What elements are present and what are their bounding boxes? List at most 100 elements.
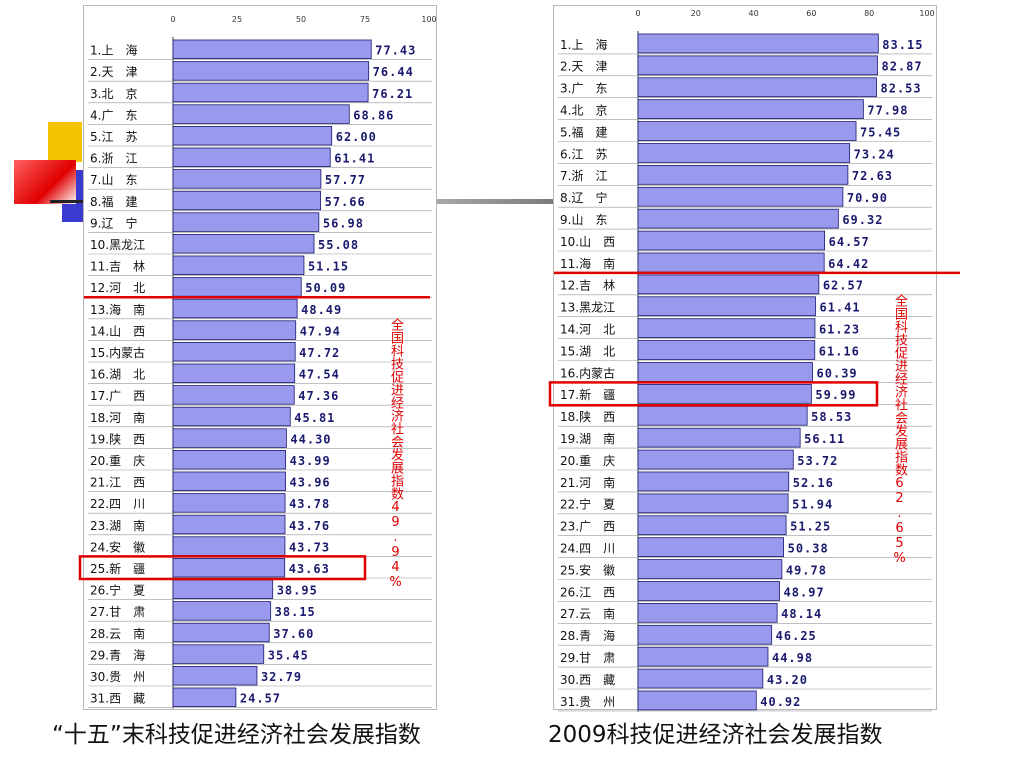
value-label: 50.38 [788, 541, 829, 555]
national-index-note-left: 全国科技促进经济社会发展指数49.94% [388, 318, 403, 590]
category-label: 3.广 东 [560, 82, 607, 96]
decor-gray-line [430, 199, 565, 204]
value-label: 59.99 [815, 388, 856, 402]
bar [637, 581, 780, 601]
value-label: 45.81 [294, 411, 335, 425]
x-tick-label: 60 [806, 9, 816, 18]
category-label: 16.内蒙古 [560, 365, 615, 380]
value-label: 76.44 [373, 65, 414, 79]
chart-svg-right: 0 20 40 60 80 100 1.上 海 83.15 2.天 津 82.87 3.广 东 82.… [548, 9, 960, 712]
bar [637, 471, 790, 492]
bar [172, 385, 295, 405]
category-label: 18.河 南 [90, 410, 145, 425]
value-label: 43.78 [289, 497, 330, 511]
value-label: 77.43 [375, 44, 416, 58]
bar [637, 537, 784, 558]
value-label: 61.41 [334, 152, 375, 166]
bar [637, 208, 839, 229]
value-label: 64.42 [828, 257, 869, 271]
bar [172, 212, 320, 232]
bar [637, 362, 813, 382]
bar [172, 536, 286, 556]
category-label: 2.天 津 [90, 65, 137, 79]
value-label: 76.21 [372, 87, 413, 101]
category-label: 24.安 徽 [90, 539, 145, 554]
caption-left: “十五”末科技促进经济社会发展指数 [52, 722, 421, 748]
value-label: 68.86 [353, 108, 394, 122]
bar [172, 61, 370, 81]
category-label: 15.内蒙古 [90, 345, 145, 360]
bar [172, 493, 286, 513]
value-label: 48.49 [301, 303, 342, 317]
category-label: 19.陕 西 [90, 431, 145, 446]
category-label: 14.河 北 [560, 322, 615, 336]
category-label: 8.辽 宁 [560, 190, 607, 205]
category-label: 22.四 川 [90, 497, 145, 511]
x-tick-label: 40 [749, 9, 759, 18]
bar [637, 515, 787, 536]
bar [637, 77, 877, 98]
category-label: 25.新 疆 [90, 561, 145, 576]
value-label: 38.15 [275, 605, 316, 619]
value-label: 43.63 [289, 562, 330, 576]
category-label: 28.云 南 [90, 626, 145, 641]
category-label: 17.新 疆 [560, 387, 615, 402]
category-label: 18.陕 西 [560, 409, 615, 424]
value-label: 24.57 [240, 692, 281, 706]
value-label: 58.53 [811, 410, 852, 424]
bar [637, 121, 857, 141]
bar [637, 449, 794, 470]
value-label: 60.39 [817, 366, 858, 380]
bar [172, 255, 305, 276]
category-label: 15.湖 北 [560, 343, 615, 358]
chart-svg-left: 0 25 50 75 100 1.上 海 77.43 2.天 津 76.44 3.北 京 76.21… [78, 15, 437, 709]
bar [172, 320, 297, 340]
category-label: 4.北 京 [560, 103, 607, 117]
bar [172, 579, 274, 600]
value-label: 48.14 [781, 607, 822, 621]
x-tick-label: 100 [421, 15, 436, 24]
category-label: 27.甘 肃 [90, 605, 145, 619]
category-label: 23.广 西 [560, 520, 615, 534]
category-label: 29.青 海 [90, 647, 145, 662]
category-label: 14.山 西 [90, 324, 145, 338]
decor-dark-line [50, 200, 86, 203]
value-label: 72.63 [852, 169, 893, 183]
value-label: 43.73 [289, 540, 330, 554]
value-label: 47.54 [299, 368, 340, 382]
category-label: 5.福 建 [560, 124, 607, 139]
category-label: 20.重 庆 [560, 454, 615, 468]
category-label: 6.江 苏 [560, 147, 607, 161]
category-label: 9.山 东 [560, 213, 607, 227]
decor-red-square [14, 160, 76, 204]
value-label: 40.92 [760, 695, 801, 709]
bar [172, 363, 296, 384]
category-label: 13.海 南 [90, 302, 145, 317]
category-label: 12.吉 林 [560, 279, 615, 293]
category-label: 27.云 南 [560, 606, 615, 621]
value-label: 53.72 [797, 454, 838, 468]
bar [172, 233, 315, 254]
value-label: 52.16 [793, 476, 834, 490]
category-label: 24.四 川 [560, 541, 615, 555]
bar [172, 298, 298, 319]
value-label: 75.45 [860, 125, 901, 139]
caption-right: 2009科技促进经济社会发展指数 [548, 722, 883, 748]
x-tick-label: 80 [864, 9, 874, 18]
bar [637, 646, 769, 667]
bar [637, 33, 879, 54]
value-label: 32.79 [261, 670, 302, 684]
category-label: 21.江 西 [90, 476, 145, 490]
category-label: 22.宁 夏 [560, 497, 615, 512]
category-label: 28.青 海 [560, 628, 615, 643]
category-label: 20.重 庆 [90, 454, 145, 468]
bar [637, 186, 844, 207]
national-index-note-right: 全国科技促进经济社会发展指数62.65% [892, 294, 907, 566]
value-label: 55.08 [318, 238, 359, 252]
category-label: 11.吉 林 [90, 260, 145, 274]
category-label: 21.河 南 [560, 475, 615, 490]
value-label: 51.15 [308, 260, 349, 274]
value-label: 73.24 [854, 147, 895, 161]
x-tick-label: 50 [296, 15, 306, 24]
category-label: 9.辽 宁 [90, 215, 137, 230]
